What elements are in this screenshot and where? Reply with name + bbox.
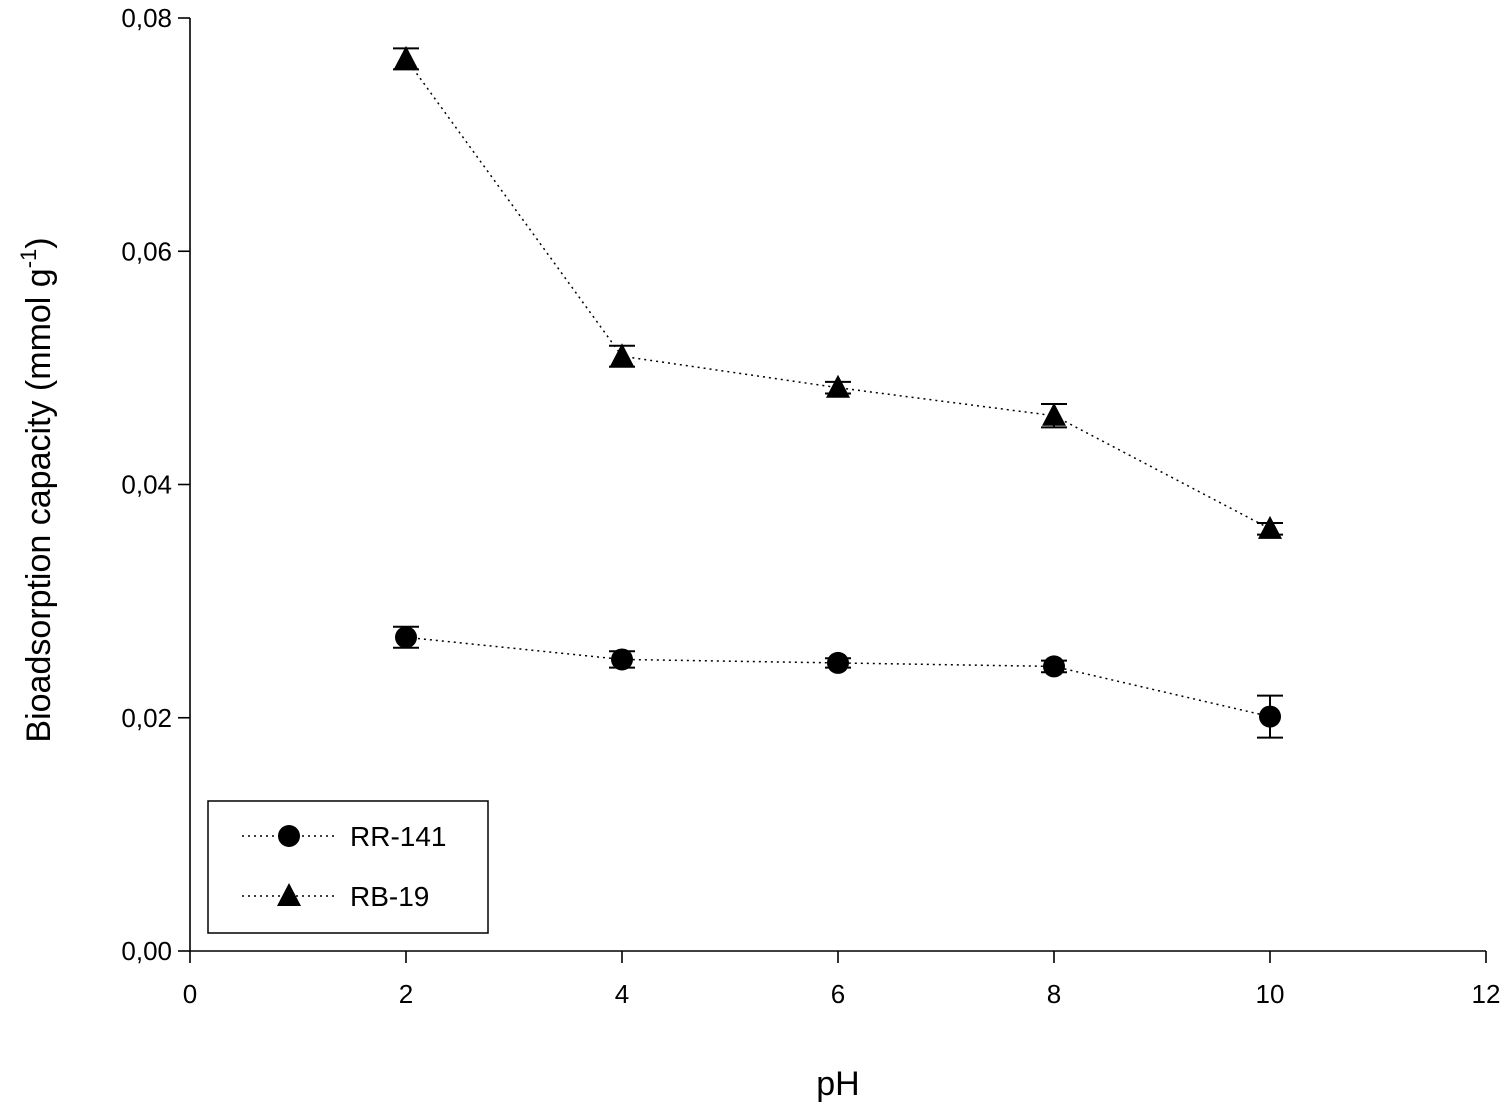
data-point — [395, 626, 417, 649]
data-point — [1042, 402, 1066, 426]
legend-label-rb19: RB-19 — [350, 881, 429, 912]
series-rb19 — [393, 45, 1283, 539]
y-tick-label: 0,00 — [121, 936, 172, 966]
legend-marker-rr141 — [278, 825, 300, 847]
x-tick-label: 10 — [1256, 979, 1285, 1009]
x-tick-label: 12 — [1472, 979, 1501, 1009]
y-axis-title: Bioadsorption capacity (mmol g-1) — [16, 237, 58, 742]
series-line-rb19 — [405, 58, 1271, 530]
x-tick-label: 8 — [1047, 979, 1061, 1009]
x-axis-title: pH — [816, 1065, 859, 1103]
data-point — [611, 648, 633, 671]
y-tick-label: 0,02 — [121, 703, 172, 733]
y-axis-title-main: Bioadsorption capacity (mmol g — [20, 268, 58, 742]
y-tick-label: 0,08 — [121, 3, 172, 33]
x-tick-label: 4 — [615, 979, 629, 1009]
y-axis-title-sup: -1 — [16, 249, 41, 269]
data-point — [610, 343, 634, 367]
data-point — [826, 374, 850, 398]
x-tick-label: 0 — [183, 979, 197, 1009]
data-point — [1258, 515, 1282, 539]
legend: RR-141 RB-19 — [207, 800, 489, 934]
axes: 0 2 4 6 8 10 12 0,00 0,02 0,04 0,06 0,08 — [121, 3, 1500, 1009]
legend-box — [207, 800, 489, 934]
series-rr141 — [393, 625, 1283, 739]
y-tick-label: 0,06 — [121, 236, 172, 266]
legend-label-rr141: RR-141 — [350, 821, 446, 852]
data-point — [827, 651, 849, 674]
x-tick-label: 6 — [831, 979, 845, 1009]
series-layer — [393, 45, 1283, 739]
data-point — [1043, 655, 1065, 678]
data-point — [394, 45, 418, 69]
x-tick-label: 2 — [399, 979, 413, 1009]
y-axis-title-end: ) — [20, 237, 58, 248]
series-line-rr141 — [405, 636, 1271, 718]
data-point — [1259, 705, 1281, 728]
legend-marker-rb19 — [277, 883, 301, 906]
y-tick-label: 0,04 — [121, 470, 172, 500]
